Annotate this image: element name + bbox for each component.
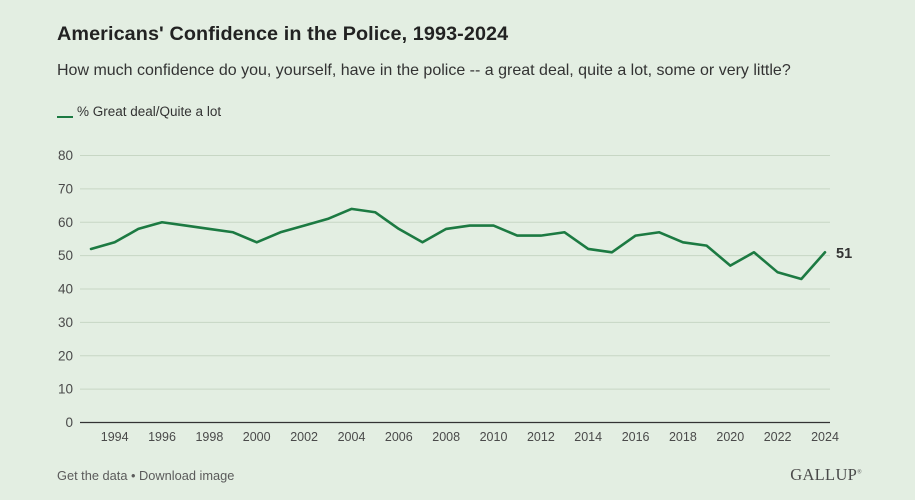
svg-text:70: 70 bbox=[58, 182, 73, 197]
svg-text:20: 20 bbox=[58, 348, 73, 363]
svg-text:2000: 2000 bbox=[243, 430, 271, 444]
svg-text:51: 51 bbox=[836, 246, 852, 262]
svg-text:50: 50 bbox=[58, 248, 73, 263]
svg-text:2010: 2010 bbox=[480, 430, 508, 444]
svg-text:2012: 2012 bbox=[527, 430, 555, 444]
svg-text:2004: 2004 bbox=[338, 430, 366, 444]
svg-text:2022: 2022 bbox=[764, 430, 792, 444]
svg-text:80: 80 bbox=[58, 148, 73, 163]
svg-text:2014: 2014 bbox=[574, 430, 602, 444]
svg-text:1996: 1996 bbox=[148, 430, 176, 444]
svg-text:10: 10 bbox=[58, 382, 73, 397]
svg-text:0: 0 bbox=[65, 415, 73, 430]
svg-text:1998: 1998 bbox=[195, 430, 223, 444]
svg-text:2020: 2020 bbox=[716, 430, 744, 444]
svg-text:2016: 2016 bbox=[622, 430, 650, 444]
svg-text:40: 40 bbox=[58, 282, 73, 297]
svg-text:2002: 2002 bbox=[290, 430, 318, 444]
svg-text:2018: 2018 bbox=[669, 430, 697, 444]
svg-text:2006: 2006 bbox=[385, 430, 413, 444]
svg-text:2024: 2024 bbox=[811, 430, 839, 444]
svg-text:1994: 1994 bbox=[101, 430, 129, 444]
svg-text:30: 30 bbox=[58, 315, 73, 330]
svg-text:60: 60 bbox=[58, 215, 73, 230]
svg-text:2008: 2008 bbox=[432, 430, 460, 444]
